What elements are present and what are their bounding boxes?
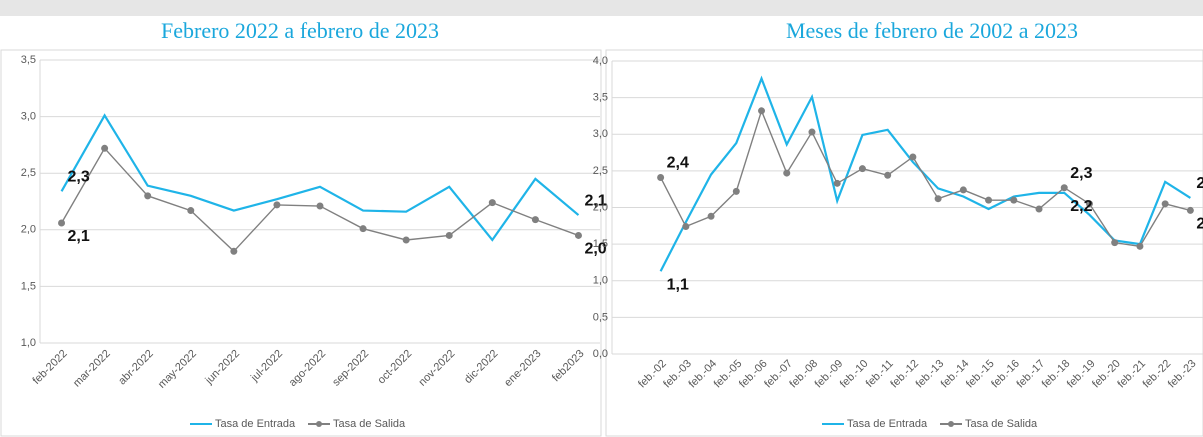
top-band: [0, 0, 1203, 16]
data-label: 2,0: [584, 241, 606, 258]
y-tick-label: 1,5: [593, 238, 608, 250]
x-tick-label: may-2022: [156, 348, 199, 391]
x-tick-label: feb.-10: [838, 358, 871, 391]
series-marker: [187, 207, 195, 215]
series-marker: [732, 187, 740, 195]
series-marker: [1010, 196, 1018, 204]
series-marker: [1060, 184, 1068, 192]
data-label: 2,3: [1070, 165, 1092, 182]
series-marker: [1111, 239, 1119, 247]
x-tick-label: ene-2023: [502, 348, 543, 389]
x-tick-label: abr-2022: [116, 348, 156, 388]
series-marker: [402, 236, 410, 244]
data-label: 2,1: [68, 228, 90, 245]
series-marker: [934, 195, 942, 203]
chart-title: Febrero 2022 a febrero de 2023: [161, 18, 439, 43]
y-tick-label: 2,5: [21, 167, 36, 179]
series-marker: [959, 186, 967, 194]
legend-label: Tasa de Salida: [333, 418, 406, 430]
series-marker: [1161, 200, 1169, 208]
x-tick-label: sep-2022: [330, 348, 371, 389]
series-marker: [657, 173, 665, 181]
y-tick-label: 3,5: [593, 92, 608, 104]
series-marker: [1035, 205, 1043, 213]
y-tick-label: 3,0: [593, 128, 608, 140]
data-label: 2,1: [1196, 175, 1203, 192]
x-tick-label: jul-2022: [248, 348, 285, 385]
series-marker: [858, 165, 866, 173]
series-marker: [985, 196, 993, 204]
series-marker: [707, 212, 715, 220]
series-line: [659, 108, 1191, 248]
y-tick-label: 2,0: [593, 201, 608, 213]
series-marker: [808, 128, 816, 136]
legend-label: Tasa de Salida: [965, 418, 1038, 430]
series-line: [60, 113, 580, 242]
x-tick-label: feb-2022: [31, 348, 70, 387]
series-marker: [144, 192, 152, 200]
series-line: [659, 75, 1191, 272]
legend-marker: [316, 421, 322, 427]
x-tick-label: feb2023: [550, 348, 587, 385]
data-label: 2,1: [584, 192, 606, 209]
legend-label: Tasa de Entrada: [215, 418, 296, 430]
y-tick-label: 3,5: [21, 54, 36, 66]
plot-clip: [657, 75, 1194, 272]
series-marker: [783, 169, 791, 177]
data-label: 2,2: [1070, 198, 1092, 215]
series-marker: [1186, 206, 1194, 214]
series-marker: [101, 144, 109, 152]
y-tick-label: 2,0: [21, 224, 36, 236]
series-marker: [359, 225, 367, 233]
x-tick-label: ago-2022: [287, 348, 328, 389]
y-tick-label: 4,0: [593, 55, 608, 67]
x-tick-label: nov-2022: [416, 348, 457, 389]
x-tick-label: feb.-23: [1166, 358, 1199, 391]
chart-title: Meses de febrero de 2002 a 2023: [786, 18, 1078, 43]
x-tick-label: jun-2022: [203, 348, 242, 387]
series-marker: [58, 219, 66, 227]
y-tick-label: 1,5: [21, 280, 36, 292]
series-marker: [488, 199, 496, 207]
series-marker: [1085, 200, 1093, 208]
panel-right: [605, 49, 1203, 437]
series-marker: [884, 171, 892, 179]
y-tick-label: 0,5: [593, 311, 608, 323]
y-tick-label: 0,0: [593, 348, 608, 360]
y-tick-label: 1,0: [21, 337, 36, 349]
y-tick-label: 1,0: [593, 275, 608, 287]
series-marker: [531, 216, 539, 224]
plot-clip: [58, 113, 582, 255]
data-label: 1,1: [667, 276, 689, 293]
y-tick-label: 3,0: [21, 111, 36, 123]
series-marker: [833, 179, 841, 187]
data-label: 2,0: [1196, 216, 1203, 233]
series-marker: [1136, 242, 1144, 250]
series-marker: [682, 223, 690, 231]
series-marker: [909, 153, 917, 161]
data-label: 2,3: [68, 169, 90, 186]
series-marker: [445, 231, 453, 239]
series-marker: [574, 231, 582, 239]
panel-left: [0, 49, 602, 437]
series-marker: [316, 202, 324, 210]
x-tick-label: oct-2022: [376, 348, 415, 387]
legend-label: Tasa de Entrada: [847, 418, 928, 430]
series-marker: [273, 201, 281, 209]
series-marker: [758, 107, 766, 115]
x-tick-label: dic-2022: [462, 348, 500, 386]
series-line: [60, 147, 579, 253]
y-tick-label: 2,5: [593, 165, 608, 177]
data-label: 2,4: [667, 155, 689, 172]
legend-marker: [948, 421, 954, 427]
series-marker: [230, 247, 238, 255]
x-tick-label: mar-2022: [71, 348, 113, 390]
